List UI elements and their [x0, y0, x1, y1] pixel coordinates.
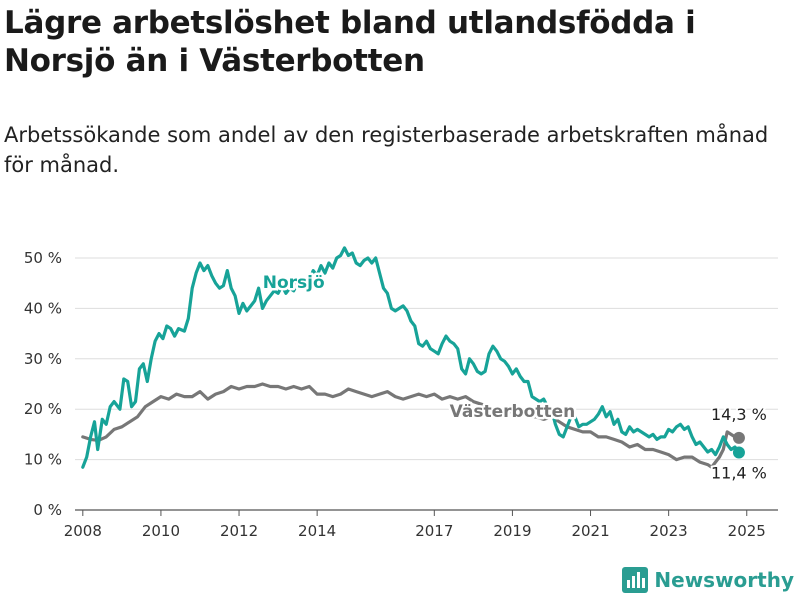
x-tick-label: 2019 [493, 522, 531, 540]
x-tick-label: 2025 [728, 522, 766, 540]
end-value-label-norsjo: 11,4 % [711, 464, 767, 483]
end-value-label-vasterbotten: 14,3 % [711, 405, 767, 424]
newsworthy-logo: Newsworthy [622, 566, 794, 594]
x-axis-ticks: 2008 2010 2012 2014 2017 2019 2021 2023 2025 [64, 510, 766, 540]
bar-chart-logo-icon [622, 567, 649, 593]
x-tick-label: 2008 [64, 522, 102, 540]
x-tick-label: 2023 [650, 522, 688, 540]
chart-subtitle: Arbetssökande som andel av den registerb… [4, 123, 769, 177]
y-tick-label: 0 % [33, 501, 62, 519]
chart-title: Lägre arbetslöshet bland utlandsfödda i … [4, 5, 696, 79]
y-tick-label: 50 % [24, 249, 62, 267]
series-line-vasterbotten [81, 382, 741, 469]
x-tick-label: 2021 [571, 522, 609, 540]
y-tick-label: 20 % [24, 400, 62, 418]
y-axis-ticks: 0 % 10 % 20 % 30 % 40 % 50 % [24, 249, 62, 519]
end-point-vasterbotten [732, 431, 745, 444]
end-point-norsjo [732, 446, 745, 459]
x-tick-label: 2014 [298, 522, 336, 540]
y-tick-label: 40 % [24, 299, 62, 317]
series-lines [81, 246, 745, 469]
brand-name: Newsworthy [654, 568, 794, 592]
x-tick-label: 2017 [415, 522, 453, 540]
y-tick-label: 30 % [24, 350, 62, 368]
y-tick-label: 10 % [24, 451, 62, 469]
x-tick-label: 2012 [220, 522, 258, 540]
series-label-norsjo: Norsjö [263, 273, 325, 293]
series-labels: Norsjö Västerbotten 14,3 % 11,4 % [260, 271, 769, 485]
x-tick-label: 2010 [142, 522, 180, 540]
series-label-vasterbotten: Västerbotten [450, 402, 576, 422]
series-line-norsjo [81, 246, 741, 469]
grid-lines [75, 257, 778, 511]
